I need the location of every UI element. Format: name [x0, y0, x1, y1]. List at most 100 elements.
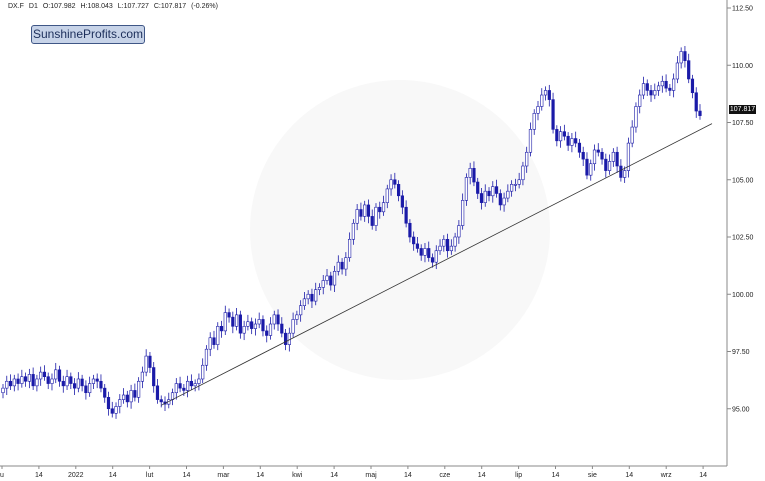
candle-up	[381, 202, 386, 213]
candle-up	[506, 190, 510, 199]
sunshineprofits-logo: SunshineProfits.com	[31, 25, 145, 44]
candle-up	[12, 378, 16, 387]
candle-up	[653, 90, 657, 96]
candle-up	[27, 374, 31, 382]
candle-down	[106, 396, 111, 410]
candle-up	[656, 85, 661, 91]
candle-up	[453, 236, 457, 247]
candle-down	[585, 158, 589, 176]
x-tick-label: lip	[515, 472, 522, 479]
x-tick-label: 14	[478, 472, 486, 479]
candle-up	[321, 280, 325, 288]
candle-down	[125, 394, 129, 403]
candle-up	[223, 312, 227, 332]
candle-down	[378, 206, 382, 213]
y-tick-label: 110.00	[732, 63, 753, 70]
candle-down	[408, 222, 412, 238]
candle-up	[434, 250, 438, 263]
x-tick-label: maj	[365, 472, 377, 479]
candle-down	[178, 383, 182, 389]
candle-up	[121, 394, 126, 400]
candle-down	[404, 206, 408, 224]
watermark-sun	[250, 80, 550, 380]
candle-up	[532, 113, 536, 130]
candle-up	[197, 378, 201, 384]
candle-up	[291, 319, 295, 334]
candle-down	[261, 319, 265, 332]
candle-up	[129, 390, 133, 403]
candle-up	[5, 380, 9, 389]
x-tick-label: lut	[146, 472, 153, 479]
candle-down	[72, 383, 77, 389]
candle-up	[528, 129, 533, 153]
candle-up	[50, 378, 54, 384]
candle-up	[325, 275, 329, 281]
candle-up	[510, 184, 514, 192]
last-price-tag: 107.817	[729, 105, 756, 114]
candle-down	[69, 376, 73, 384]
candle-up	[423, 248, 427, 256]
y-tick-label: 107.50	[732, 120, 754, 127]
candle-up	[351, 222, 355, 240]
candle-down	[427, 248, 431, 258]
candle-down	[487, 190, 491, 197]
candle-up	[306, 293, 310, 300]
x-tick-label: 14	[699, 472, 707, 479]
candle-up	[216, 326, 220, 345]
candle-up	[675, 62, 679, 80]
candle-down	[276, 314, 280, 325]
candle-up	[299, 305, 303, 316]
candle-down	[103, 387, 107, 398]
chart-header: DX.F D1 O:107.982 H:108.043 L:107.727 C:…	[8, 3, 221, 10]
x-tick-label: 14	[625, 472, 633, 479]
candle-up	[457, 225, 461, 238]
candle-up	[332, 271, 337, 286]
y-tick-label: 100.00	[732, 292, 754, 299]
candle-down	[148, 355, 152, 368]
candle-up	[35, 378, 39, 387]
candle-down	[99, 380, 103, 389]
candle-up	[76, 378, 80, 389]
candle-up	[634, 106, 638, 128]
candle-up	[302, 298, 307, 306]
y-tick-label: 97.50	[732, 349, 750, 356]
candle-up	[137, 380, 141, 398]
candle-up	[1, 387, 5, 394]
trend-line	[161, 123, 713, 406]
candle-up	[626, 142, 631, 171]
x-tick-label: 14	[330, 472, 338, 479]
candle-down	[110, 408, 114, 414]
candle-down	[250, 321, 254, 329]
candle-down	[133, 390, 137, 398]
candle-up	[611, 151, 615, 162]
x-tick-label: 2022	[68, 472, 84, 479]
candle-down	[84, 385, 88, 394]
candle-up	[363, 204, 367, 217]
candle-up	[317, 287, 322, 290]
candle-down	[8, 380, 13, 387]
candle-up	[641, 83, 646, 96]
candle-down	[396, 184, 401, 197]
open-label: O:107.982	[42, 3, 76, 10]
candle-down	[476, 181, 480, 194]
candle-down	[419, 248, 423, 256]
candle-down	[219, 326, 224, 332]
x-tick-label: u	[0, 472, 4, 479]
candle-down	[152, 367, 156, 387]
y-tick-label: 105.00	[732, 177, 754, 184]
x-tick-label: 14	[404, 472, 412, 479]
x-tick-label: cze	[439, 472, 450, 479]
candle-up	[536, 106, 540, 114]
candle-down	[547, 90, 551, 100]
candle-down	[600, 151, 604, 160]
candle-down	[472, 168, 476, 183]
candle-down	[668, 87, 672, 91]
candle-down	[562, 131, 566, 137]
candle-up	[174, 383, 178, 394]
symbol-label: DX.F	[8, 3, 24, 10]
candle-down	[155, 385, 160, 400]
candle-up	[186, 380, 190, 391]
candle-up	[295, 314, 299, 320]
candles	[1, 46, 702, 419]
